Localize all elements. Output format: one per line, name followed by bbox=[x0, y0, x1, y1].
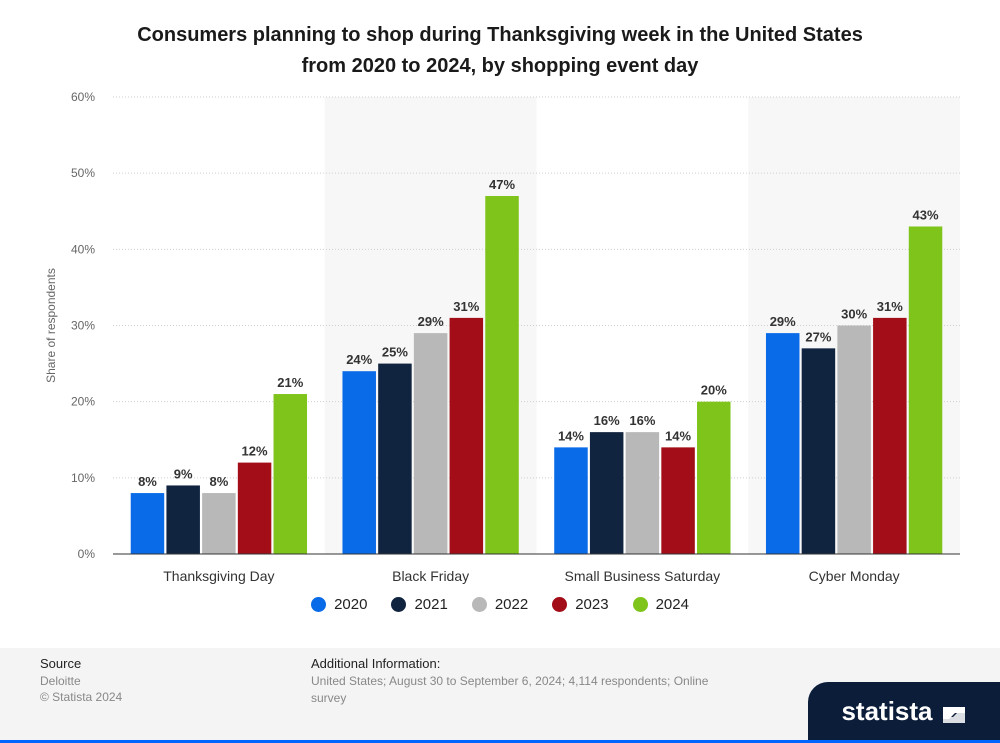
bar bbox=[166, 485, 200, 554]
y-tick-label: 10% bbox=[71, 471, 95, 485]
legend-label: 2022 bbox=[494, 596, 529, 613]
chart-title: Consumers planning to shop during Thanks… bbox=[0, 20, 1000, 82]
data-label: 8% bbox=[138, 474, 157, 489]
bar bbox=[449, 317, 484, 554]
bar bbox=[873, 317, 907, 554]
chart-card: Consumers planning to shop during Thanks… bbox=[0, 0, 1000, 648]
data-label: 24% bbox=[346, 352, 372, 367]
legend-item[interactable]: 2020 bbox=[311, 596, 367, 613]
y-tick-label: 0% bbox=[78, 547, 96, 561]
y-tick-label: 40% bbox=[71, 242, 95, 256]
data-label: 21% bbox=[277, 375, 303, 390]
x-tick-label: Small Business Saturday bbox=[565, 568, 721, 584]
bar bbox=[554, 447, 588, 554]
y-axis-label: Share of respondents bbox=[44, 268, 58, 383]
data-label: 27% bbox=[805, 329, 831, 344]
bar bbox=[589, 432, 624, 554]
legend-marker bbox=[552, 597, 568, 612]
logo-text: statista bbox=[841, 695, 933, 726]
data-label: 8% bbox=[209, 474, 228, 489]
data-label: 9% bbox=[174, 466, 193, 481]
chart-legend: 2020 2021 2022 2023 2024 bbox=[0, 596, 1000, 613]
data-label: 31% bbox=[453, 299, 479, 314]
bar bbox=[765, 333, 800, 554]
bar bbox=[908, 226, 943, 554]
legend-item[interactable]: 2022 bbox=[471, 596, 529, 613]
legend-item[interactable]: 2021 bbox=[391, 596, 448, 613]
bar bbox=[485, 196, 519, 554]
data-label: 12% bbox=[242, 444, 268, 459]
x-tick-label: Black Friday bbox=[392, 568, 469, 584]
data-label: 16% bbox=[594, 413, 620, 428]
legend-label: 2020 bbox=[334, 596, 368, 613]
additional-info-heading: Additional Information: bbox=[311, 656, 441, 671]
legend-item[interactable]: 2023 bbox=[552, 596, 609, 613]
data-label: 14% bbox=[665, 428, 691, 443]
bar bbox=[273, 394, 308, 554]
data-label: 14% bbox=[558, 428, 584, 443]
legend-marker bbox=[391, 597, 407, 612]
bar bbox=[413, 333, 448, 554]
legend-marker bbox=[311, 597, 327, 612]
source-name[interactable]: Deloitte bbox=[40, 674, 81, 688]
legend-item[interactable]: 2024 bbox=[632, 596, 689, 613]
data-label: 30% bbox=[841, 307, 867, 322]
legend-label: 2024 bbox=[655, 596, 689, 613]
y-tick-label: 50% bbox=[71, 166, 95, 180]
chart-title-line-2: from 2020 to 2024, by shopping event day bbox=[301, 55, 699, 77]
data-label: 29% bbox=[418, 314, 444, 329]
additional-info-text: United States; August 30 to September 6,… bbox=[311, 674, 709, 705]
bar bbox=[625, 432, 660, 554]
data-label: 20% bbox=[701, 383, 727, 398]
bar-chart: 0% 10% 20% 30% 40% 50% 60% Share of respondents… bbox=[44, 90, 960, 584]
copyright: © Statista 2024 bbox=[40, 690, 123, 704]
legend-label: 2023 bbox=[575, 596, 609, 613]
y-tick-label: 30% bbox=[71, 319, 95, 333]
data-label: 25% bbox=[382, 345, 408, 360]
bar bbox=[202, 493, 236, 554]
bar bbox=[837, 325, 871, 554]
x-tick-label: Thanksgiving Day bbox=[163, 568, 274, 584]
y-tick-label: 60% bbox=[71, 90, 95, 104]
bar bbox=[342, 371, 376, 554]
bar bbox=[697, 401, 731, 554]
bar bbox=[661, 447, 695, 554]
data-label: 29% bbox=[770, 314, 796, 329]
source-heading: Source bbox=[40, 656, 82, 671]
data-label: 47% bbox=[489, 177, 515, 192]
legend-label: 2021 bbox=[414, 596, 448, 613]
bar bbox=[801, 348, 836, 554]
legend-marker bbox=[632, 597, 648, 612]
statista-logo[interactable]: statista bbox=[808, 682, 1000, 740]
data-label: 43% bbox=[913, 207, 939, 222]
footer: Source Deloitte © Statista 2024 Addition… bbox=[0, 648, 1000, 743]
x-tick-label: Cyber Monday bbox=[809, 568, 900, 584]
y-tick-label: 20% bbox=[71, 395, 95, 409]
chart-title-line-1: Consumers planning to shop during Thanks… bbox=[137, 24, 863, 46]
bar bbox=[378, 363, 412, 554]
statista-logo-icon bbox=[941, 701, 967, 723]
bar bbox=[237, 462, 272, 554]
bottom-accent-line bbox=[0, 740, 1000, 743]
bar bbox=[130, 493, 165, 554]
legend-marker bbox=[471, 597, 487, 612]
data-label: 16% bbox=[629, 413, 655, 428]
data-label: 31% bbox=[877, 299, 903, 314]
